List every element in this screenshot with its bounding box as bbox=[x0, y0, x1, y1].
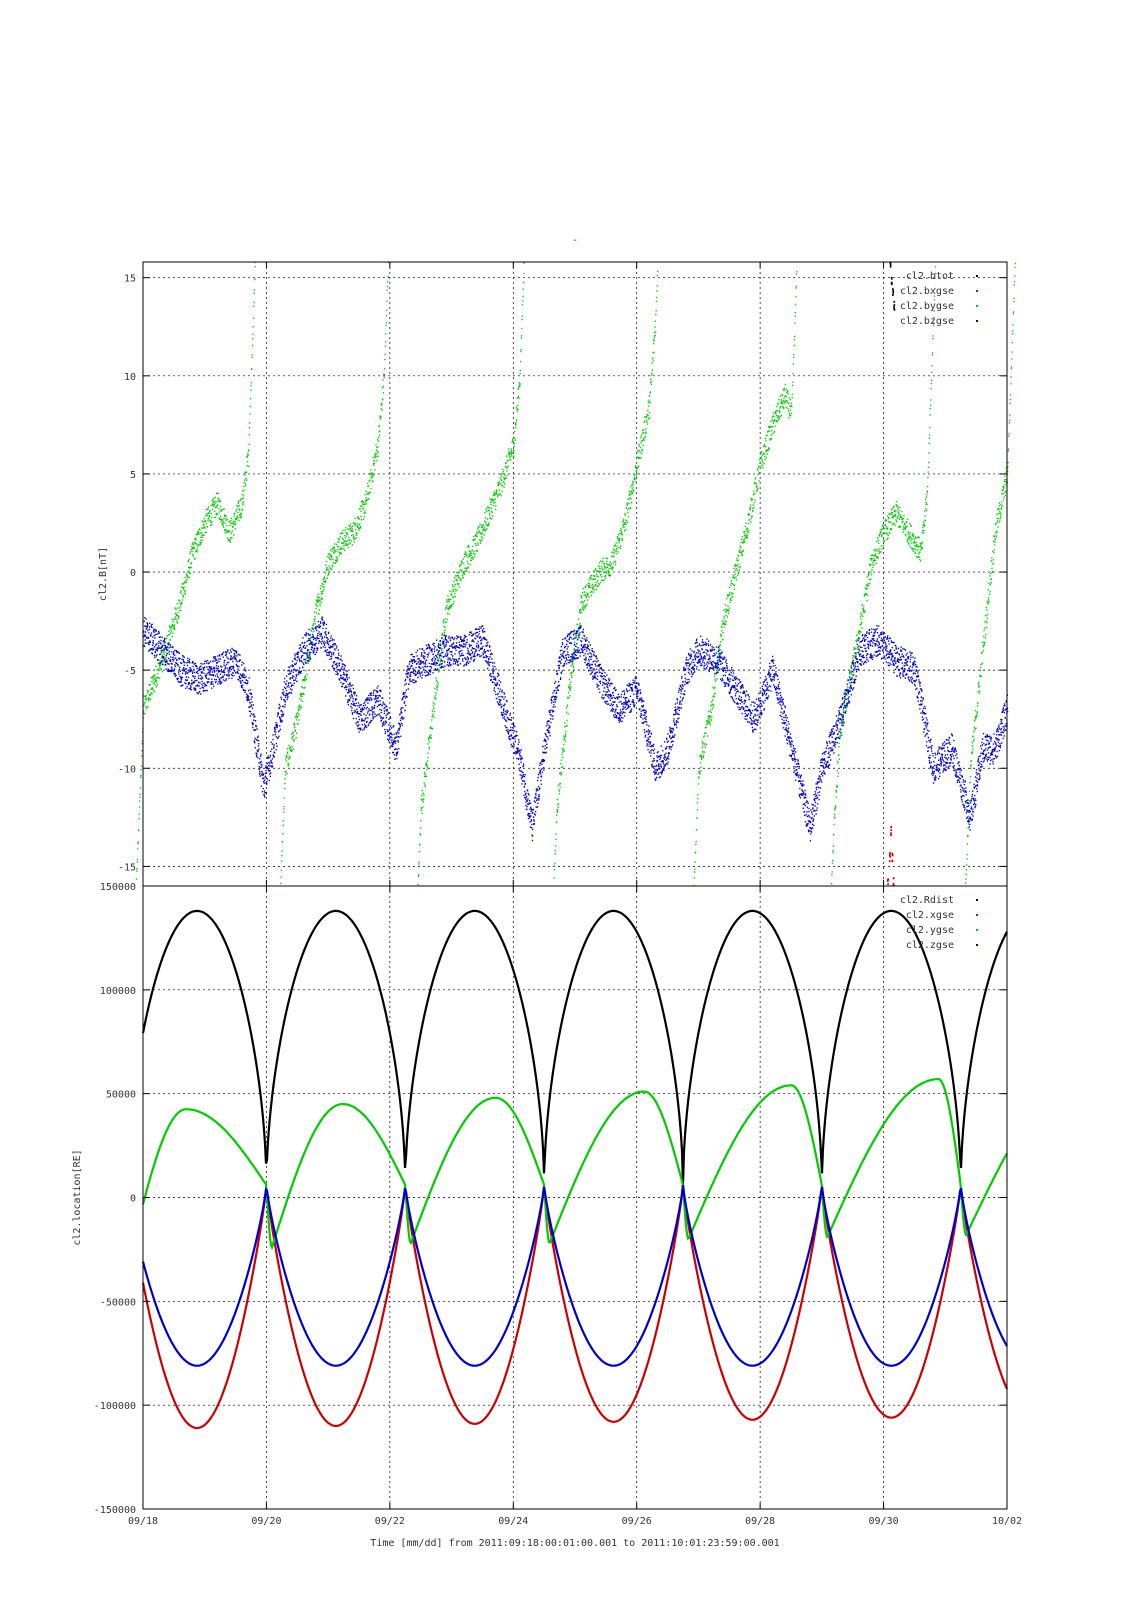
x-tick-label: 09/18 bbox=[128, 1516, 158, 1527]
legend-marker bbox=[976, 944, 978, 946]
magnetic-field-panel: -15 -10 -5 0 5 10 15 cl2.B[nT] cl2.btot cl2.bxg… bbox=[98, 261, 1016, 887]
x-tick-label: 10/02 bbox=[992, 1516, 1022, 1527]
y-tick-label: 50000 bbox=[106, 1090, 136, 1101]
top-mark: - bbox=[572, 235, 578, 246]
x-tick-label: 09/22 bbox=[375, 1516, 405, 1527]
legend-marker bbox=[976, 275, 978, 277]
x-tick-label: 09/26 bbox=[622, 1516, 652, 1527]
y-tick-label: 5 bbox=[130, 470, 136, 481]
legend-label: cl2.bxgse bbox=[900, 286, 954, 297]
series-line-zgse bbox=[141, 1184, 1008, 1367]
series-points-btot bbox=[889, 262, 896, 311]
series-line-ygse bbox=[141, 1077, 1008, 1251]
legend-marker bbox=[976, 305, 978, 307]
plot-series bbox=[135, 261, 1016, 887]
legend-marker bbox=[976, 929, 978, 931]
legend-label: cl2.bzgse bbox=[900, 316, 954, 327]
y-tick-label: -5 bbox=[124, 666, 136, 677]
y-tick-label: 0 bbox=[130, 568, 136, 579]
location-panel: 09/18 09/20 09/22 09/24 09/26 09/28 09/30 10/02… bbox=[72, 882, 1022, 1527]
series-points-bxgse bbox=[887, 825, 895, 887]
plot-series bbox=[141, 909, 1009, 1430]
series-line-Rdist bbox=[141, 909, 1008, 1186]
legend-marker bbox=[976, 320, 978, 322]
y-tick-label: 10 bbox=[124, 372, 136, 383]
y-tick-label: 150000 bbox=[100, 882, 136, 893]
legend-label: cl2.btot bbox=[906, 271, 954, 282]
legend: cl2.btot cl2.bxgse cl2.bygse cl2.bzgse bbox=[900, 271, 978, 327]
y-tick-label: 100000 bbox=[100, 986, 136, 997]
y-tick-label: 15 bbox=[124, 274, 136, 285]
legend-label: cl2.zgse bbox=[906, 940, 954, 951]
x-tick-label: 09/30 bbox=[869, 1516, 899, 1527]
y-axis-label: cl2.B[nT] bbox=[98, 547, 109, 601]
x-tick-label: 09/28 bbox=[745, 1516, 775, 1527]
legend-label: cl2.xgse bbox=[906, 910, 954, 921]
legend-label: cl2.ygse bbox=[906, 925, 954, 936]
series-points-bygse bbox=[135, 261, 1016, 887]
axis-ticks: -15 -10 -5 0 5 10 15 bbox=[118, 262, 1008, 886]
y-tick-label: 0 bbox=[130, 1194, 136, 1205]
legend-marker bbox=[976, 914, 978, 916]
legend: cl2.Rdist cl2.xgse cl2.ygse cl2.zgse bbox=[900, 895, 978, 951]
y-tick-label: -15 bbox=[118, 862, 136, 873]
y-tick-label: -50000 bbox=[100, 1297, 136, 1308]
y-axis-label: cl2.location[RE] bbox=[72, 1149, 83, 1245]
plot-frame bbox=[142, 261, 1008, 887]
grid-lines bbox=[143, 262, 1007, 886]
legend-label: cl2.Rdist bbox=[900, 895, 954, 906]
legend-label: cl2.bygse bbox=[900, 301, 954, 312]
series-line-xgse bbox=[141, 1184, 1009, 1430]
axis-ticks: 09/18 09/20 09/22 09/24 09/26 09/28 09/30 10/02… bbox=[94, 882, 1022, 1527]
x-tick-label: 09/24 bbox=[498, 1516, 528, 1527]
y-tick-label: -150000 bbox=[94, 1505, 136, 1516]
grid-lines bbox=[143, 886, 1007, 1509]
y-tick-label: -100000 bbox=[94, 1401, 136, 1412]
y-tick-label: -10 bbox=[118, 764, 136, 775]
x-tick-label: 09/20 bbox=[251, 1516, 281, 1527]
legend-marker bbox=[976, 290, 978, 292]
x-axis-label: Time [mm/dd] from 2011:09:18:00:01:00.00… bbox=[370, 1538, 779, 1549]
series-points-bzgse bbox=[143, 616, 1009, 842]
legend-marker bbox=[976, 899, 978, 901]
